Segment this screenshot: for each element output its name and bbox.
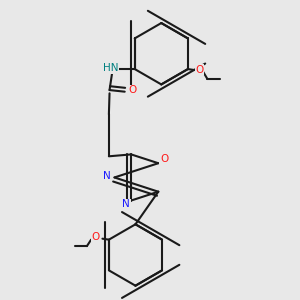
Text: O: O	[91, 232, 99, 242]
Text: N: N	[122, 200, 130, 209]
Text: N: N	[103, 171, 111, 181]
Text: O: O	[160, 154, 168, 164]
Text: O: O	[195, 65, 203, 75]
Text: O: O	[128, 85, 136, 95]
Text: HN: HN	[103, 63, 118, 73]
